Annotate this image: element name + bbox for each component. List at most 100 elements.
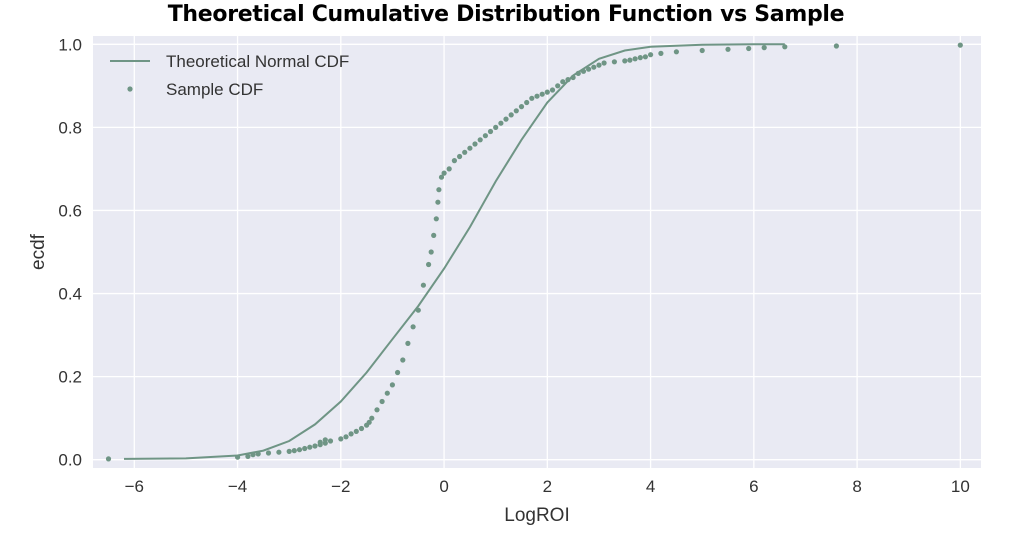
sample-cdf-point <box>235 454 241 460</box>
sample-cdf-point <box>307 444 313 450</box>
sample-cdf-point <box>586 66 592 72</box>
legend-label-sample: Sample CDF <box>166 80 263 99</box>
sample-cdf-point <box>467 145 473 151</box>
y-axis-label: ecdf <box>28 233 49 270</box>
sample-cdf-point <box>518 104 525 110</box>
sample-cdf-point <box>296 447 303 453</box>
y-tick-label: 0.0 <box>58 451 82 470</box>
sample-cdf-point <box>957 42 963 48</box>
sample-cdf-point <box>405 340 411 346</box>
sample-cdf-point <box>286 448 292 454</box>
sample-cdf-point <box>487 128 494 135</box>
sample-cdf-point <box>245 453 251 459</box>
sample-cdf-point <box>302 445 308 452</box>
legend-label-theoretical: Theoretical Normal CDF <box>166 52 349 71</box>
sample-cdf-point <box>420 282 426 288</box>
sample-cdf-point <box>338 436 344 442</box>
sample-cdf-point <box>746 45 752 52</box>
sample-cdf-point <box>322 437 328 443</box>
sample-cdf-point <box>555 83 561 89</box>
x-tick-labels: −6 −4 −2 0 2 4 6 8 10 <box>125 477 970 496</box>
sample-cdf-point <box>565 77 571 83</box>
sample-cdf-points-group <box>105 42 963 462</box>
sample-cdf-point <box>358 425 365 432</box>
sample-cdf-point <box>477 137 483 143</box>
sample-cdf-point <box>436 187 442 193</box>
sample-cdf-point <box>596 62 602 68</box>
sample-cdf-point <box>580 68 587 74</box>
x-tick-label: −6 <box>125 477 144 496</box>
sample-cdf-point <box>343 434 349 440</box>
sample-cdf-point <box>395 369 401 376</box>
sample-cdf-point <box>782 44 788 50</box>
y-tick-label: 0.4 <box>58 285 82 304</box>
sample-cdf-point <box>622 58 628 64</box>
sample-cdf-point <box>642 54 649 60</box>
sample-cdf-point <box>570 74 576 81</box>
y-tick-labels: 0.0 0.2 0.4 0.6 0.8 1.0 <box>58 35 82 469</box>
sample-cdf-point <box>575 70 581 76</box>
sample-cdf-point <box>725 46 731 52</box>
sample-cdf-point <box>438 174 445 180</box>
grid-lines <box>93 36 981 468</box>
sample-cdf-point <box>384 390 390 396</box>
sample-cdf-point <box>379 398 385 405</box>
sample-cdf-point <box>374 407 380 413</box>
sample-cdf-point <box>250 452 256 458</box>
legend: Theoretical Normal CDF Sample CDF <box>110 52 349 99</box>
sample-cdf-point <box>673 49 680 55</box>
sample-cdf-point <box>348 431 354 437</box>
sample-cdf-point <box>611 59 618 65</box>
sample-cdf-point <box>493 124 499 130</box>
sample-cdf-point <box>410 324 416 330</box>
sample-cdf-point <box>426 261 432 268</box>
sample-cdf-point <box>627 57 633 63</box>
sample-cdf-point <box>457 153 463 160</box>
sample-cdf-point <box>265 450 272 456</box>
sample-cdf-point <box>255 451 261 457</box>
x-tick-label: 10 <box>951 477 970 496</box>
sample-cdf-point <box>833 43 840 49</box>
theoretical-cdf-line <box>123 43 785 460</box>
sample-cdf-point <box>544 89 550 95</box>
sample-cdf-point <box>508 112 514 118</box>
sample-cdf-point <box>591 64 597 70</box>
sample-cdf-point <box>503 116 509 122</box>
y-tick-label: 0.8 <box>58 118 82 137</box>
plot-background <box>93 36 981 468</box>
sample-cdf-point <box>462 149 468 155</box>
sample-cdf-point <box>699 47 705 54</box>
sample-cdf-point <box>761 45 767 51</box>
x-tick-label: 8 <box>852 477 861 496</box>
x-axis-label: LogROI <box>504 505 569 526</box>
sample-cdf-point <box>446 166 452 172</box>
x-tick-label: 4 <box>646 477 655 496</box>
chart-title: Theoretical Cumulative Distribution Func… <box>167 2 845 27</box>
sample-cdf-point <box>482 133 488 139</box>
sample-cdf-point <box>472 141 478 147</box>
sample-cdf-point <box>105 456 112 462</box>
sample-cdf-point <box>560 79 566 85</box>
sample-cdf-point <box>291 448 297 454</box>
sample-cdf-point <box>441 170 447 176</box>
sample-cdf-point <box>632 56 638 62</box>
sample-cdf-point <box>658 50 664 57</box>
sample-cdf-point <box>327 438 334 444</box>
y-tick-label: 0.2 <box>58 368 82 387</box>
sample-cdf-point <box>366 419 372 425</box>
sample-cdf-point <box>400 357 406 363</box>
legend-point-swatch <box>127 86 133 92</box>
sample-cdf-point <box>435 199 441 205</box>
sample-cdf-point <box>524 99 530 106</box>
sample-cdf-point <box>534 93 540 99</box>
theoretical-cdf-line-group <box>123 43 785 460</box>
sample-cdf-point <box>529 95 535 101</box>
sample-cdf-point <box>513 108 519 114</box>
y-tick-label: 1.0 <box>58 35 82 54</box>
sample-cdf-point <box>312 443 318 449</box>
sample-cdf-point <box>389 382 395 388</box>
y-tick-label: 0.6 <box>58 201 82 220</box>
x-tick-label: 2 <box>543 477 552 496</box>
x-tick-label: −2 <box>331 477 350 496</box>
